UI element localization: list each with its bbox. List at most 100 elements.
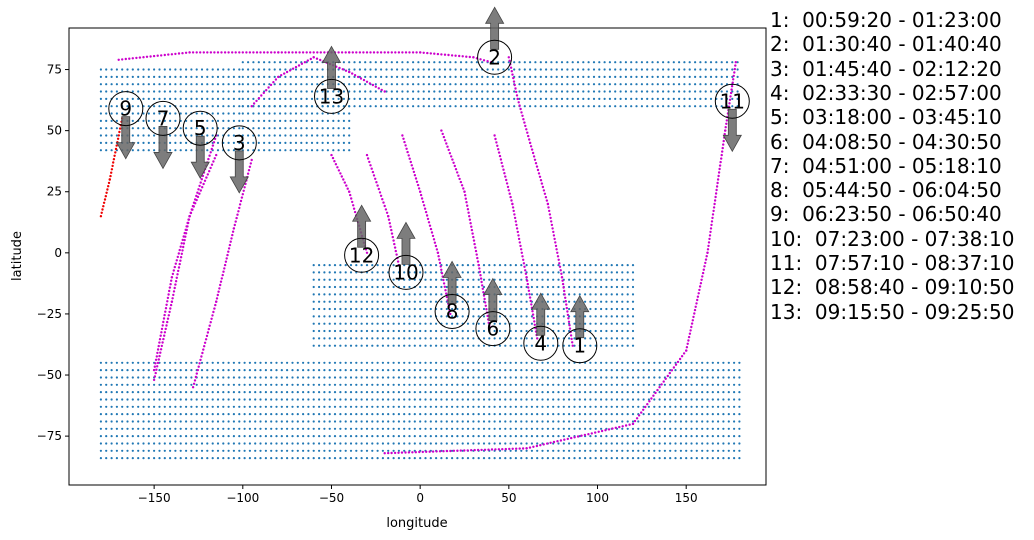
land-point <box>520 278 523 281</box>
land-point <box>539 61 542 64</box>
land-point <box>578 427 581 430</box>
land-point <box>190 398 193 401</box>
land-point <box>216 427 220 430</box>
land-point <box>360 361 363 364</box>
track-point <box>423 207 427 210</box>
land-point <box>438 97 441 100</box>
land-point <box>105 435 108 438</box>
land-point <box>365 344 369 347</box>
land-point <box>190 90 193 93</box>
land-point <box>498 398 502 401</box>
track-point <box>226 253 229 257</box>
land-point <box>461 337 464 340</box>
track-point <box>189 211 192 214</box>
land-point <box>711 442 714 445</box>
land-point <box>546 264 550 267</box>
land-point <box>200 83 204 86</box>
land-point <box>669 435 672 438</box>
land-point <box>153 83 156 86</box>
land-point <box>685 442 688 445</box>
track-point <box>217 290 220 293</box>
track-point <box>199 358 202 362</box>
x-tick-label: −150 <box>138 491 171 505</box>
track-point <box>242 189 245 192</box>
land-point <box>241 90 244 93</box>
track-point <box>171 297 174 300</box>
land-point <box>694 83 697 86</box>
land-point <box>653 435 656 438</box>
land-point <box>374 75 377 78</box>
land-point <box>610 442 613 445</box>
land-point <box>525 315 528 318</box>
land-point <box>525 442 528 445</box>
direction-arrow <box>570 294 590 339</box>
land-point <box>365 405 369 408</box>
land-point <box>312 285 315 289</box>
land-point <box>247 112 250 115</box>
land-point <box>326 149 329 152</box>
land-point <box>704 105 707 108</box>
track-point <box>452 161 455 164</box>
track-point <box>716 178 720 181</box>
track-point <box>699 282 703 285</box>
land-point <box>264 442 267 445</box>
land-point <box>600 369 603 372</box>
land-point <box>273 149 276 152</box>
land-point <box>514 420 518 423</box>
land-point <box>598 83 601 86</box>
land-point <box>509 442 512 445</box>
track-point <box>213 307 216 310</box>
land-point <box>530 442 534 445</box>
track-point <box>685 349 688 352</box>
land-point <box>408 457 411 460</box>
land-point <box>502 61 505 64</box>
land-point <box>678 83 681 86</box>
land-point <box>653 361 656 364</box>
land-point <box>302 398 305 401</box>
land-point <box>200 361 204 364</box>
land-point <box>323 457 326 460</box>
land-point <box>631 329 635 333</box>
land-point <box>557 457 560 460</box>
land-point <box>286 449 289 452</box>
track-point <box>208 154 211 157</box>
land-point <box>307 413 310 416</box>
land-point <box>614 83 617 86</box>
land-point <box>498 307 502 311</box>
land-point <box>339 300 342 303</box>
track-point <box>374 177 377 180</box>
land-point <box>270 449 273 452</box>
land-point <box>342 127 345 130</box>
land-point <box>727 457 730 460</box>
land-point <box>626 337 629 340</box>
marker-label: 8 <box>446 300 459 324</box>
track-point <box>208 324 211 327</box>
land-point <box>615 413 619 416</box>
track-point <box>483 297 486 301</box>
land-point <box>669 383 672 386</box>
track-point <box>237 210 240 213</box>
land-point <box>701 391 704 394</box>
land-point <box>722 391 725 394</box>
land-point <box>477 457 480 460</box>
land-point <box>238 369 241 372</box>
track-point <box>179 259 182 262</box>
land-point <box>131 398 134 401</box>
land-point <box>610 300 613 303</box>
land-point <box>566 105 569 108</box>
land-point <box>355 264 358 267</box>
land-point <box>429 420 432 423</box>
marker-label: 4 <box>534 331 547 355</box>
land-point <box>397 300 400 303</box>
track-point <box>637 414 641 417</box>
land-point <box>690 420 693 423</box>
land-point <box>323 315 326 318</box>
land-point <box>709 75 713 78</box>
land-point <box>445 405 448 408</box>
land-point <box>163 398 166 401</box>
track-point <box>223 267 226 270</box>
land-point <box>429 435 432 438</box>
track-point <box>631 422 635 426</box>
land-point <box>264 435 267 438</box>
land-point <box>546 369 550 372</box>
